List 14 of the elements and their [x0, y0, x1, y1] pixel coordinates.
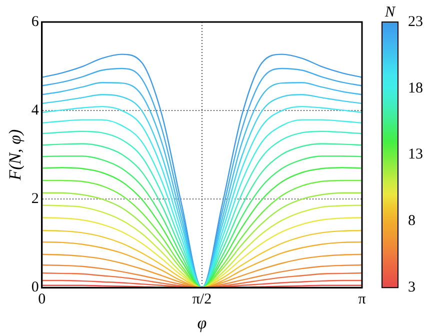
x-axis-title: φ	[197, 313, 207, 332]
color-bar-label: 18	[408, 80, 423, 96]
y-tick-label: 0	[31, 280, 39, 296]
color-bar-label: 8	[408, 213, 416, 230]
y-tick-label: 6	[31, 14, 40, 30]
color-bar-title: N	[384, 4, 396, 20]
x-tick-label: π	[358, 292, 366, 308]
y-tick-label: 2	[31, 191, 39, 208]
x-tick-label: π/2	[192, 292, 212, 308]
y-axis-title: F(N, φ)	[6, 128, 25, 182]
y-tick-label: 4	[31, 102, 40, 118]
color-bar-label: 23	[408, 14, 423, 30]
color-bar-label: 13	[408, 146, 423, 163]
color-bar-label: 3	[408, 280, 416, 296]
